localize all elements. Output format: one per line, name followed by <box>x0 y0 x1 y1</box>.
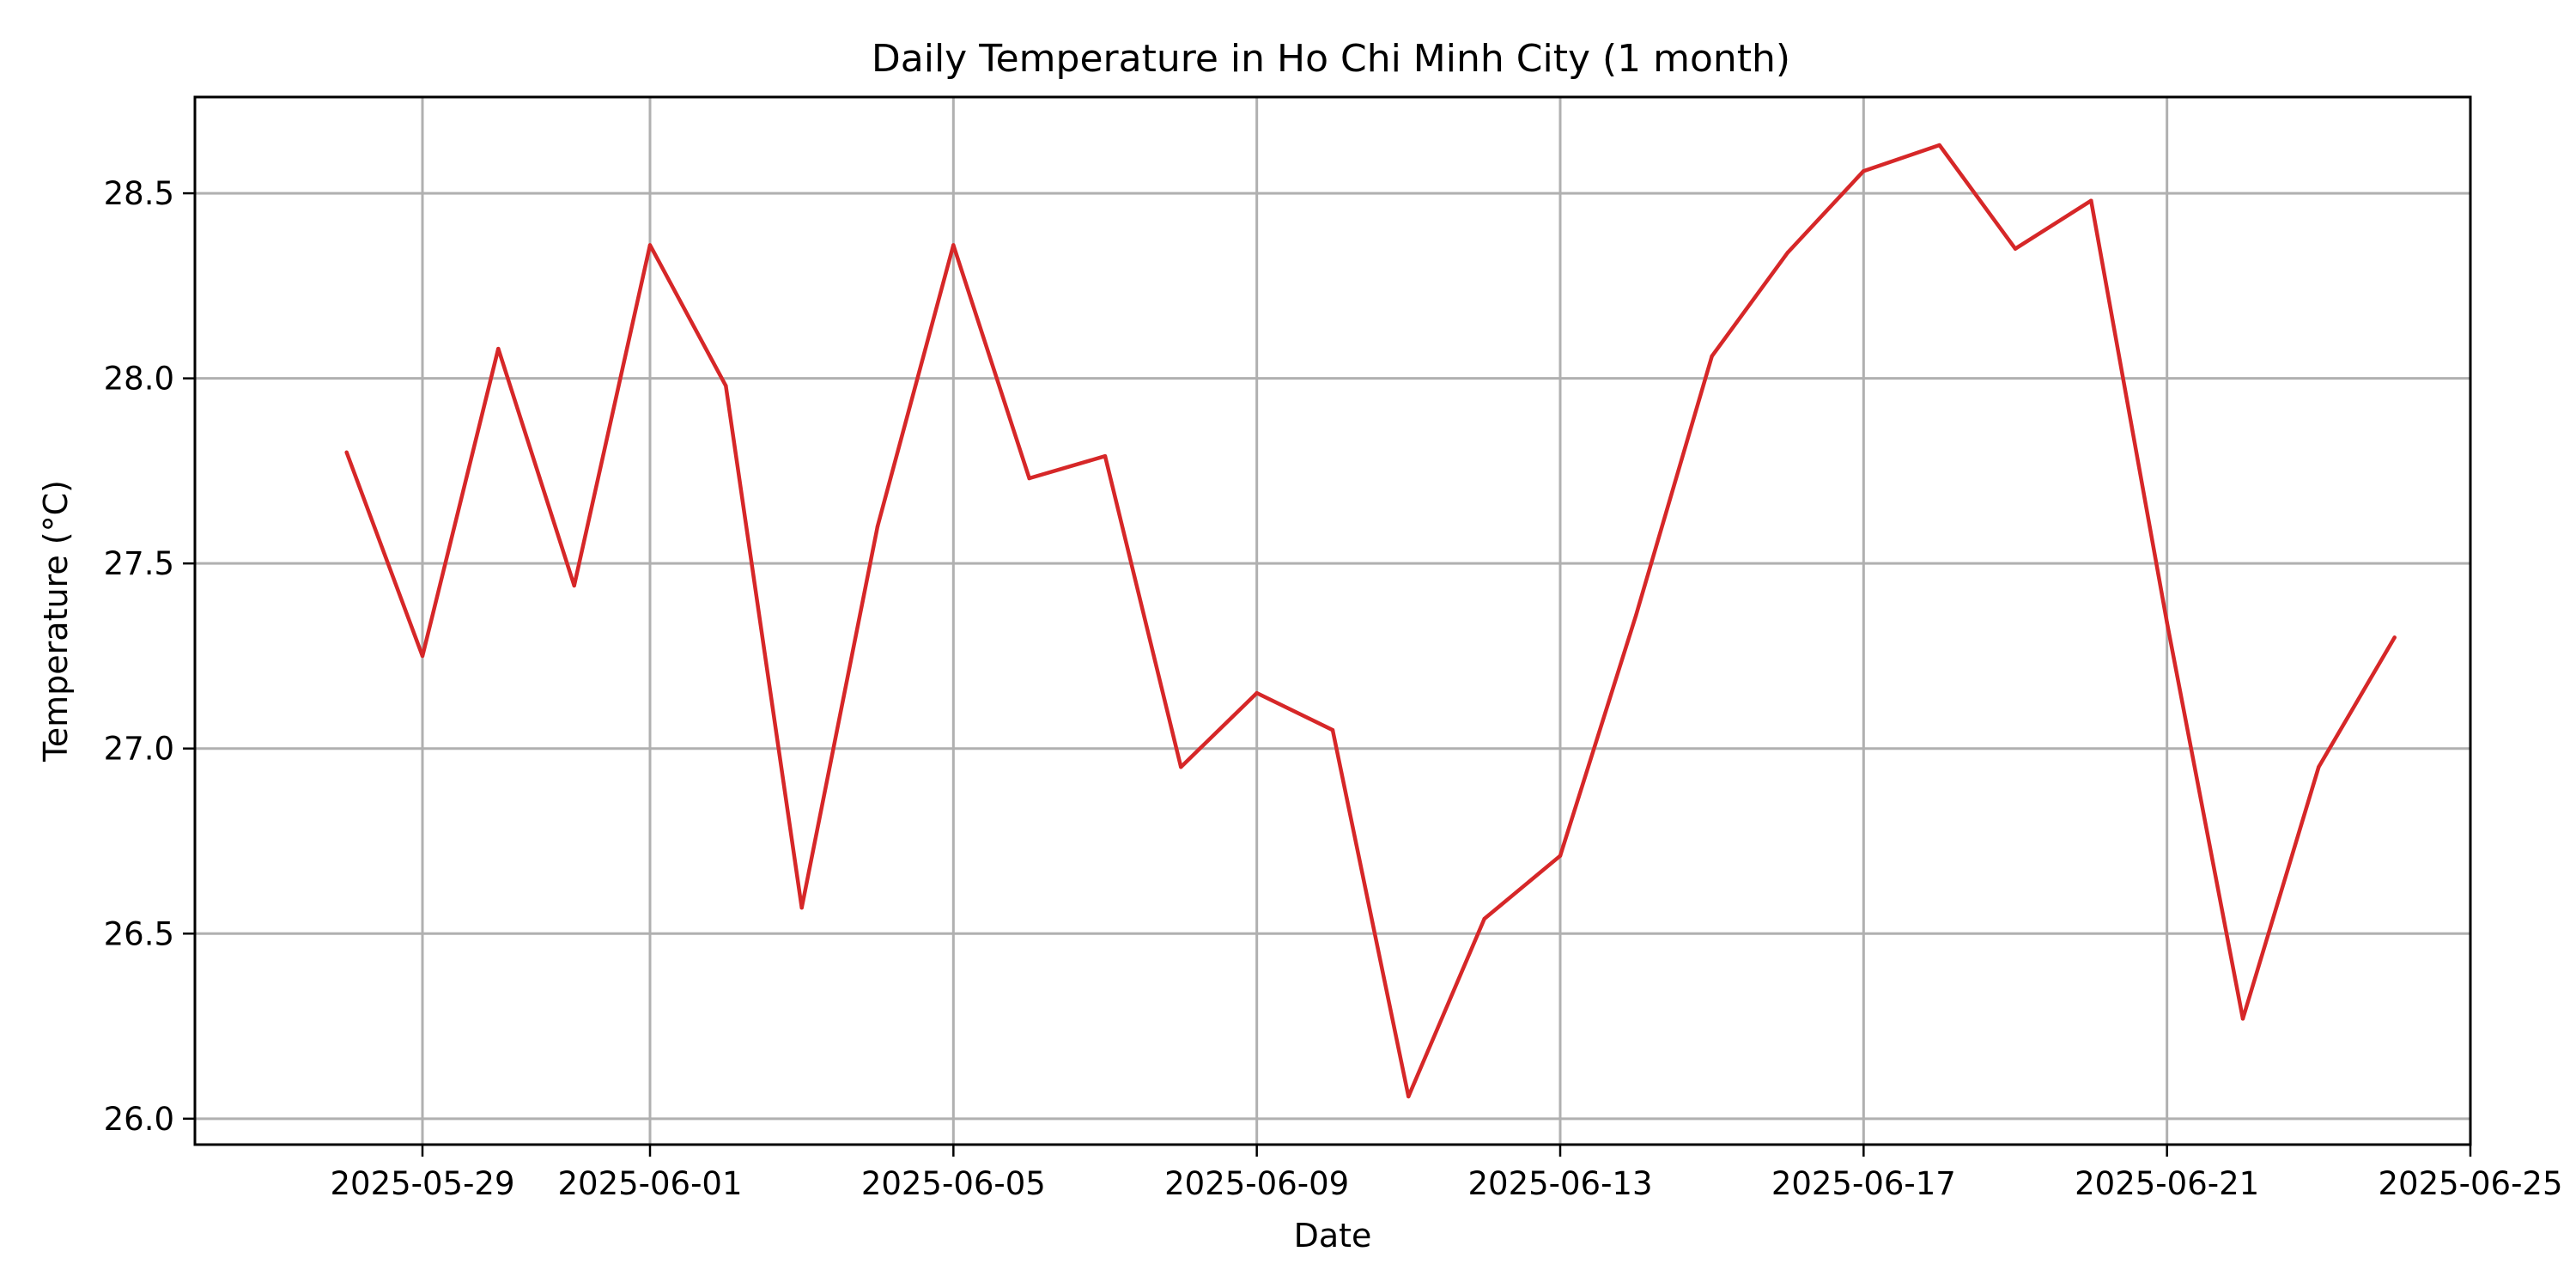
data-point <box>1482 916 1486 921</box>
data-point <box>724 384 728 388</box>
data-point <box>2240 1017 2245 1021</box>
data-point <box>1862 169 1866 173</box>
x-tick-label: 2025-06-17 <box>1771 1165 1956 1202</box>
data-point <box>1710 354 1714 358</box>
x-tick-label: 2025-05-29 <box>330 1165 514 1202</box>
data-point <box>1558 854 1563 858</box>
x-axis-ticks: 2025-05-29 2025-06-01 2025-06-05 2025-06-09… <box>330 1145 2563 1202</box>
data-point <box>2165 620 2169 625</box>
data-point <box>2392 635 2397 640</box>
data-point <box>496 346 501 351</box>
x-tick-label: 2025-06-21 <box>2075 1165 2259 1202</box>
data-point <box>799 905 804 910</box>
data-point <box>1406 1094 1411 1099</box>
data-point <box>1634 613 1638 617</box>
y-tick-label: 26.0 <box>104 1101 174 1138</box>
chart-title: Daily Temperature in Ho Chi Minh City (1… <box>872 37 1790 81</box>
data-point <box>2013 246 2018 251</box>
y-tick-label: 26.5 <box>104 915 174 952</box>
x-tick-label: 2025-06-05 <box>861 1165 1046 1202</box>
y-tick-label: 28.0 <box>104 361 174 398</box>
data-point <box>1255 690 1259 696</box>
data-point <box>420 653 425 659</box>
x-tick-label: 2025-06-25 <box>2378 1165 2562 1202</box>
x-tick-label: 2025-06-09 <box>1164 1165 1349 1202</box>
data-point <box>875 524 880 529</box>
data-point <box>572 583 576 588</box>
data-point <box>951 243 956 247</box>
x-tick-label: 2025-06-13 <box>1467 1165 1652 1202</box>
data-point <box>1027 476 1031 481</box>
y-tick-label: 27.5 <box>104 545 174 582</box>
x-tick-label: 2025-06-01 <box>557 1165 742 1202</box>
y-tick-label: 28.5 <box>104 175 174 212</box>
data-point <box>1785 250 1790 255</box>
grid-lines <box>195 97 2472 1145</box>
data-point <box>1937 143 1941 148</box>
y-axis-label: Temperature (°C) <box>37 480 75 762</box>
data-point <box>2089 198 2093 203</box>
data-point <box>344 450 349 455</box>
plot-frame <box>193 95 2472 1146</box>
data-point <box>2317 765 2321 769</box>
y-axis-ticks: 26.0 26.5 27.0 27.5 28.0 28.5 <box>104 175 195 1138</box>
data-point <box>1330 727 1335 732</box>
temperature-line <box>344 143 2397 1099</box>
data-point <box>1103 453 1108 459</box>
data-point <box>1179 765 1183 769</box>
series-group <box>344 143 2397 1099</box>
x-axis-label: Date <box>1294 1217 1372 1255</box>
data-point <box>647 243 653 247</box>
y-tick-label: 27.0 <box>104 731 174 768</box>
